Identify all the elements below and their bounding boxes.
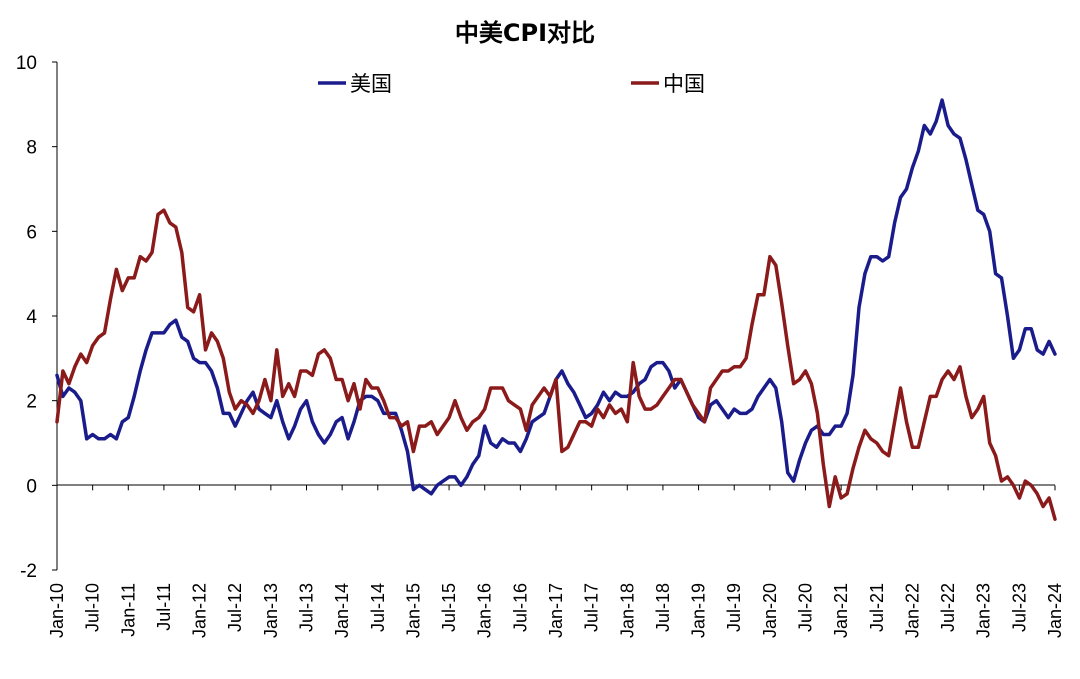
series-line-us	[55, 98, 1057, 496]
x-tick-label: Jan-24	[1045, 583, 1065, 638]
x-tick-label: Jul-23	[1009, 583, 1029, 632]
x-tick-label: Jan-22	[902, 583, 922, 638]
legend-label-china: 中国	[663, 72, 705, 96]
x-tick-label: Jan-18	[617, 583, 637, 638]
x-tick-label: Jul-16	[510, 583, 530, 632]
x-tick-label: Jan-12	[190, 583, 210, 638]
x-tick-label: Jan-21	[831, 583, 851, 638]
legend: 美国 中国	[318, 72, 705, 96]
x-tick-label: Jan-17	[546, 583, 566, 638]
x-tick-label: Jul-21	[867, 583, 887, 632]
x-tick-label: Jan-23	[974, 583, 994, 638]
x-tick-label: Jul-17	[582, 583, 602, 632]
x-tick-label: Jul-19	[724, 583, 744, 632]
y-tick-label: 6	[26, 222, 37, 243]
legend-label-us: 美国	[350, 72, 392, 96]
x-tick-label: Jul-12	[225, 583, 245, 632]
x-tick-label: Jul-10	[83, 583, 103, 632]
x-tick-label: Jan-14	[332, 583, 352, 638]
series-line-china	[55, 208, 1057, 521]
x-tick-label: Jan-19	[689, 583, 709, 638]
series-layer	[55, 98, 1057, 521]
x-tick-label: Jan-11	[118, 583, 138, 637]
legend-item-china: 中国	[631, 72, 705, 96]
y-tick-label: 10	[16, 53, 37, 74]
y-tick-label: 8	[26, 138, 37, 159]
x-tick-label: Jul-22	[938, 583, 958, 632]
y-tick-label: 2	[26, 392, 37, 413]
y-tick-label: 0	[26, 476, 37, 497]
y-tick-label: 4	[26, 307, 37, 328]
x-tick-label: Jul-18	[653, 583, 673, 632]
legend-item-us: 美国	[318, 72, 392, 96]
x-tick-label: Jul-15	[439, 583, 459, 632]
x-tick-label: Jan-20	[760, 583, 780, 638]
chart-title: 中美CPI对比	[455, 19, 595, 47]
x-tick-label: Jan-10	[47, 583, 67, 638]
x-tick-label: Jan-15	[403, 583, 423, 638]
x-tick-label: Jan-13	[261, 583, 281, 638]
x-tick-label: Jul-20	[796, 583, 816, 632]
x-tick-label: Jul-13	[297, 583, 317, 632]
x-tick-label: Jul-14	[368, 583, 388, 632]
y-axis-ticks: -2 0 2 4 6 8 10	[16, 53, 57, 582]
x-tick-label: Jan-16	[475, 583, 495, 638]
y-tick-label: -2	[20, 561, 37, 582]
x-axis-ticks: Jan-10 Jul-10 Jan-11 Jul-11 Jan-12 Jul-12 Jan-…	[47, 485, 1065, 638]
x-tick-label: Jul-11	[154, 583, 174, 631]
